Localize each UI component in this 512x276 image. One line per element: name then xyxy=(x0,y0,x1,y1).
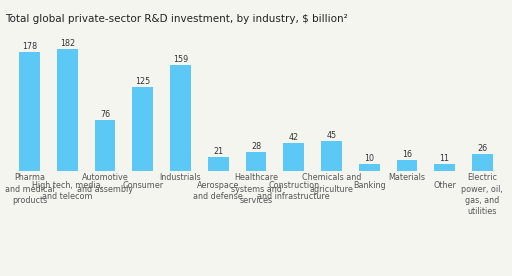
Text: Industrials: Industrials xyxy=(160,174,201,182)
Text: 28: 28 xyxy=(251,142,261,151)
Text: Materials: Materials xyxy=(389,174,425,182)
Bar xyxy=(133,87,153,171)
Text: Banking: Banking xyxy=(353,181,386,190)
Text: 76: 76 xyxy=(100,110,110,119)
Bar xyxy=(396,160,417,171)
Text: Consumer: Consumer xyxy=(122,181,163,190)
Text: 178: 178 xyxy=(22,42,37,51)
Text: 21: 21 xyxy=(213,147,223,156)
Text: Aerospace
and defense: Aerospace and defense xyxy=(194,181,243,201)
Text: 26: 26 xyxy=(477,144,487,153)
Text: 182: 182 xyxy=(60,39,75,48)
Text: 45: 45 xyxy=(326,131,336,140)
Text: 16: 16 xyxy=(402,150,412,160)
Text: 10: 10 xyxy=(364,154,374,163)
Bar xyxy=(283,143,304,171)
Bar xyxy=(95,120,116,171)
Bar xyxy=(472,154,493,171)
Bar xyxy=(321,141,342,171)
Text: 159: 159 xyxy=(173,55,188,63)
Bar xyxy=(246,152,266,171)
Text: 11: 11 xyxy=(440,154,450,163)
Text: 125: 125 xyxy=(135,77,151,86)
Text: High tech, media,
and telecom: High tech, media, and telecom xyxy=(32,181,103,201)
Bar xyxy=(170,65,191,171)
Bar xyxy=(19,52,40,171)
Text: Pharma
and medical
products: Pharma and medical products xyxy=(5,174,54,205)
Text: Chemicals and
agriculture: Chemicals and agriculture xyxy=(302,174,361,193)
Bar xyxy=(434,164,455,171)
Text: Healthcare
systems and
services: Healthcare systems and services xyxy=(230,174,282,205)
Bar xyxy=(57,49,78,171)
Text: 42: 42 xyxy=(289,133,299,142)
Text: Electric
power, oil,
gas, and
utilities: Electric power, oil, gas, and utilities xyxy=(461,174,503,216)
Bar xyxy=(359,164,379,171)
Text: Other: Other xyxy=(433,181,456,190)
Text: Automotive
and assembly: Automotive and assembly xyxy=(77,174,133,193)
Text: Total global private-sector R&D investment, by industry, $ billion²: Total global private-sector R&D investme… xyxy=(5,14,348,24)
Text: Construction
and infrastructure: Construction and infrastructure xyxy=(258,181,330,201)
Bar xyxy=(208,157,229,171)
